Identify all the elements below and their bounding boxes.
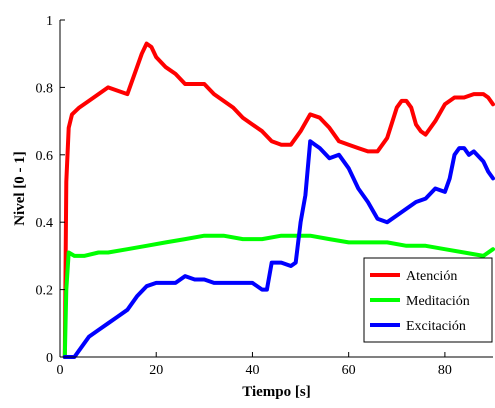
series-line-2 [62, 233, 495, 359]
x-tick-label: 80 [438, 363, 452, 378]
legend: Atención Meditación Excitación [363, 257, 493, 343]
y-tick-label: 1 [46, 14, 53, 29]
series-line-3 [62, 139, 495, 359]
x-tick-label: 20 [149, 363, 163, 378]
series-layer [62, 41, 495, 359]
y-tick-label: 0.2 [36, 284, 54, 299]
legend-label-2: Meditación [406, 294, 470, 309]
y-tick-label: 0.8 [36, 81, 54, 96]
axes-layer: 0 20 40 60 80 0 0.2 0.4 0.6 0.8 1 [36, 14, 493, 378]
legend-label-3: Excitación [406, 319, 466, 334]
y-tick-label: 0.6 [36, 149, 54, 164]
x-axis-title: Tiempo [s] [242, 384, 310, 400]
x-tick-label: 0 [57, 363, 64, 378]
legend-label-1: Atención [406, 269, 457, 284]
y-tick-label: 0.4 [36, 216, 54, 231]
x-tick-label: 60 [342, 363, 356, 378]
x-tick-label: 40 [245, 363, 259, 378]
y-axis-title: Nivel [0 - 1] [12, 151, 28, 226]
series-line-1 [62, 41, 495, 359]
y-tick-label: 0 [46, 351, 53, 366]
